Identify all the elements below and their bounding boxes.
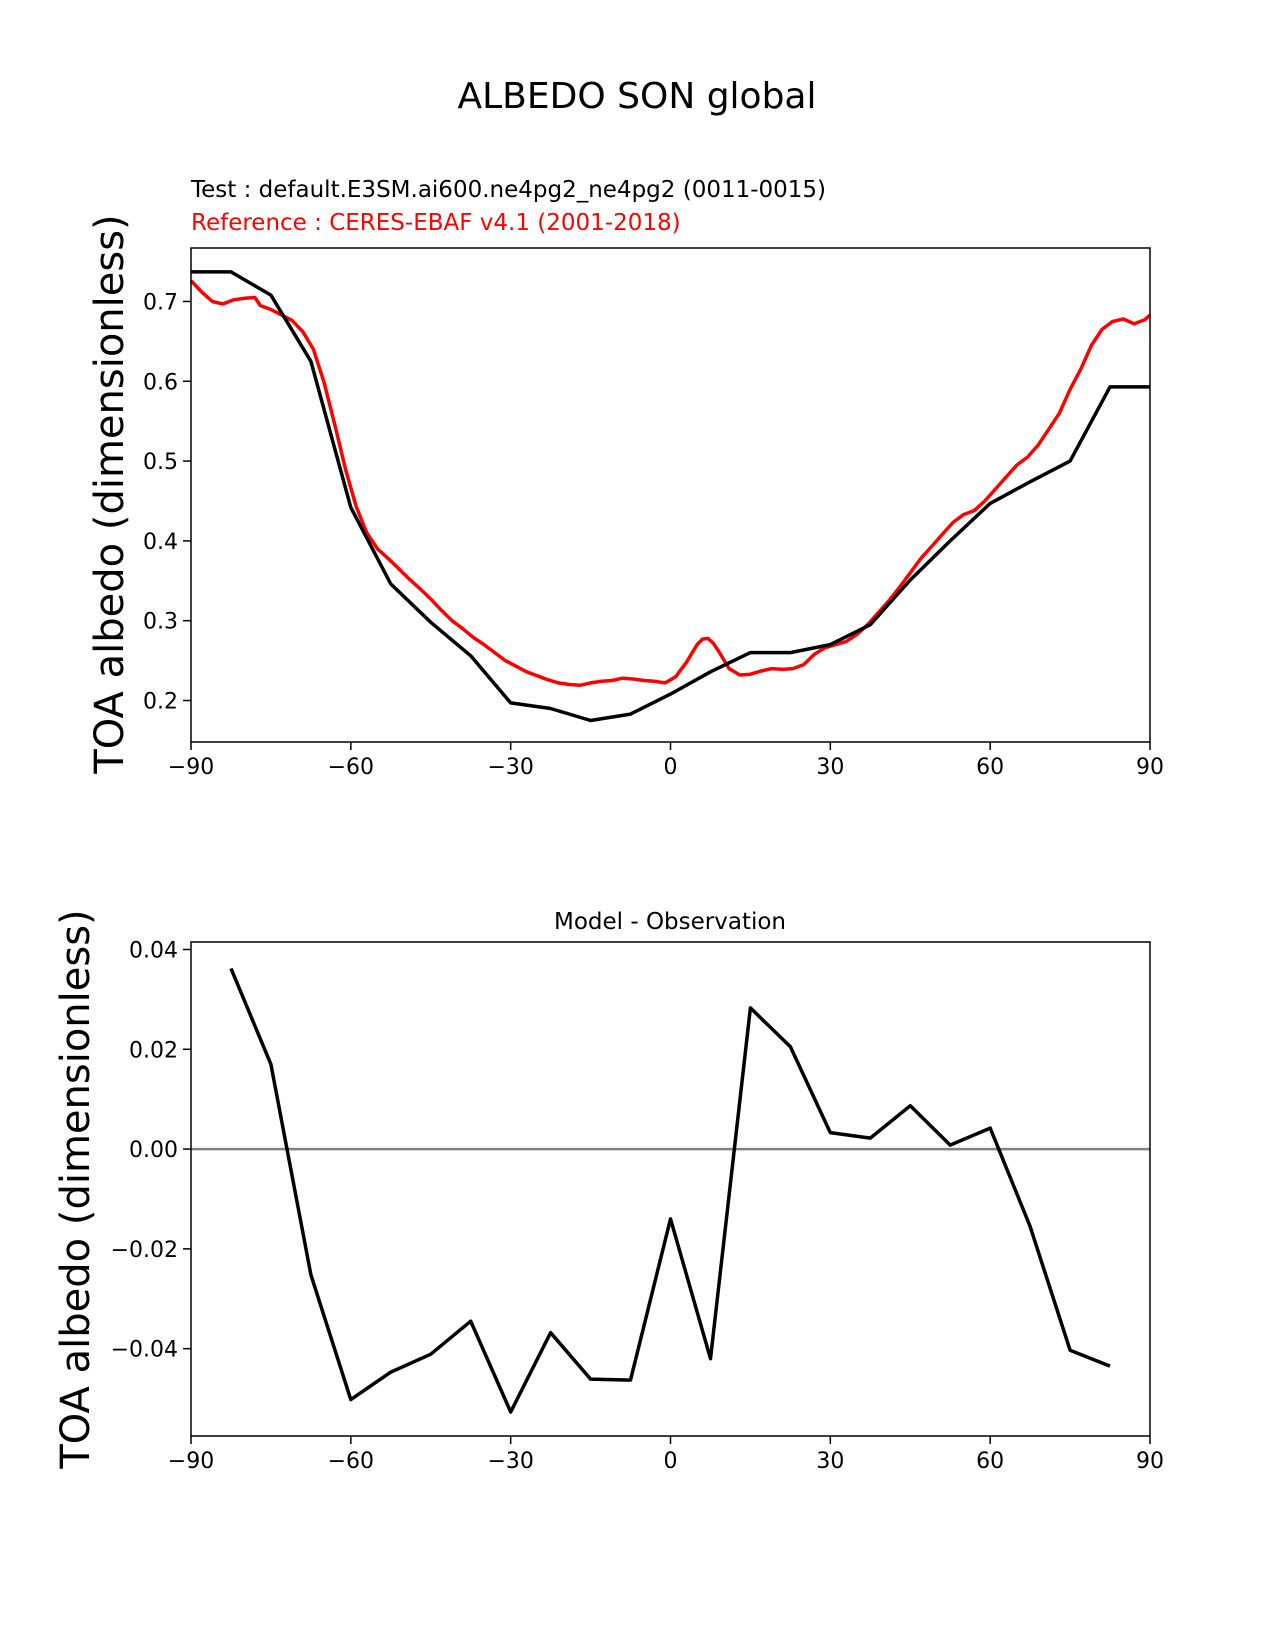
x-tick-label: 0 [664, 755, 678, 780]
y-tick-label: 0.00 [129, 1138, 178, 1163]
test-subtitle: Test : default.E3SM.ai600.ne4pg2_ne4pg2 … [190, 177, 826, 203]
x-tick-label: 90 [1136, 1449, 1164, 1474]
x-tick-label: 90 [1136, 755, 1164, 780]
y-tick-label: −0.04 [111, 1338, 178, 1363]
reference-subtitle: Reference : CERES-EBAF v4.1 (2001-2018) [191, 210, 681, 236]
y-tick-label: 0.4 [143, 530, 178, 555]
y-tick-label: 0.02 [129, 1038, 178, 1063]
albedo-series [189, 270, 1152, 723]
series-line-reference [189, 279, 1152, 688]
difference-axis-ticks: −90 −60 −30 0 30 60 90 −0.04 −0.02 0.00 0.02 0.04 [111, 938, 1164, 1474]
x-tick-label: 0 [664, 1449, 678, 1474]
figure-suptitle: ALBEDO SON global [458, 76, 817, 117]
x-tick-label: −30 [487, 755, 533, 780]
x-tick-label: −60 [328, 1449, 374, 1474]
x-tick-label: 30 [816, 1449, 844, 1474]
x-tick-label: −90 [168, 755, 214, 780]
albedo-panel: Test : default.E3SM.ai600.ne4pg2_ne4pg2 … [87, 177, 1164, 780]
difference-y-axis-label: TOA albedo (dimensionless) [53, 909, 99, 1469]
difference-panel: Model - Observation TOA albedo (dimensio… [53, 909, 1164, 1474]
x-tick-label: −60 [328, 755, 374, 780]
x-tick-label: 60 [976, 755, 1004, 780]
y-tick-label: 0.04 [129, 938, 178, 963]
x-tick-label: 30 [816, 755, 844, 780]
y-tick-label: 0.2 [143, 690, 178, 715]
series-line-model-minus-observation [229, 967, 1111, 1414]
series-line-test [191, 270, 1150, 723]
albedo-y-axis-label: TOA albedo (dimensionless) [87, 214, 133, 774]
x-tick-label: −90 [168, 1449, 214, 1474]
y-tick-label: 0.3 [143, 610, 178, 635]
albedo-axis-ticks: −90 −60 −30 0 30 60 90 0.2 0.3 0.4 0.5 0.6 0.7 [143, 290, 1164, 780]
albedo-axes-frame [190, 247, 1151, 743]
x-tick-label: −30 [487, 1449, 533, 1474]
difference-series [191, 967, 1150, 1414]
y-tick-label: −0.02 [111, 1238, 178, 1263]
difference-title: Model - Observation [554, 909, 786, 935]
y-tick-label: 0.6 [143, 370, 178, 395]
x-tick-label: 60 [976, 1449, 1004, 1474]
y-tick-label: 0.7 [143, 290, 178, 315]
y-tick-label: 0.5 [143, 450, 178, 475]
difference-axes-frame [190, 941, 1151, 1437]
